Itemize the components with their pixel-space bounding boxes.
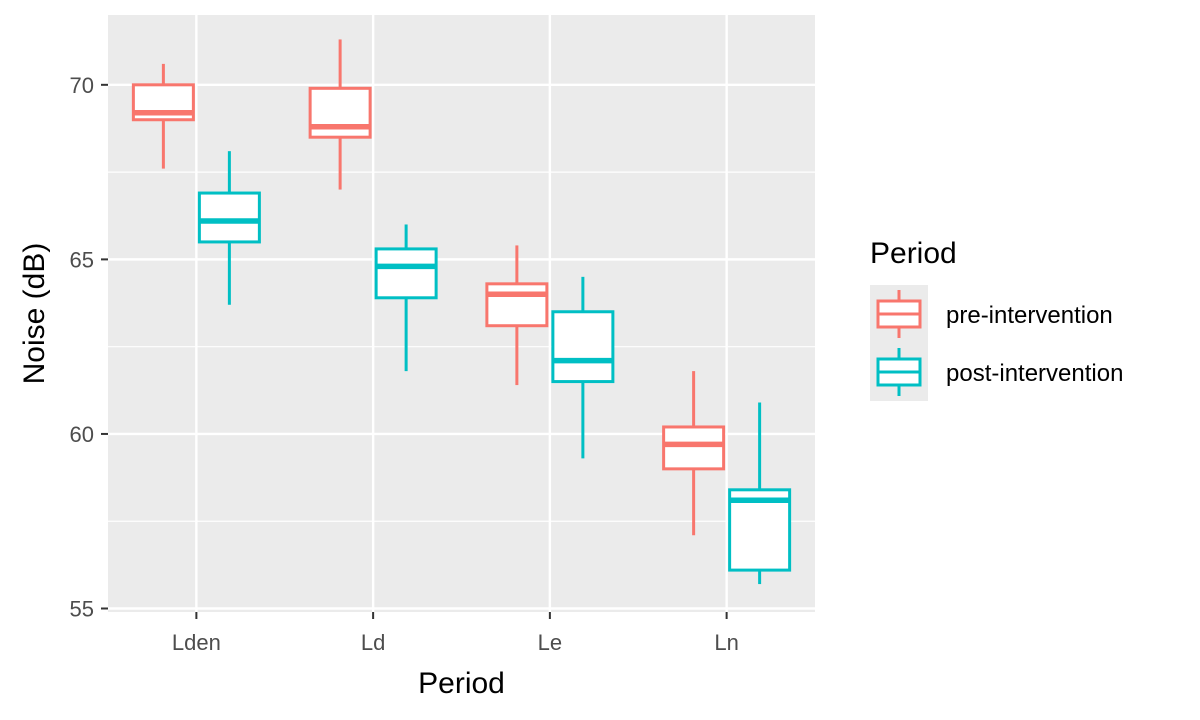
y-tick-label: 65 — [70, 247, 94, 272]
major-gridlines — [108, 15, 815, 612]
y-axis-title: Noise (dB) — [18, 243, 51, 385]
box-Le-pre-intervention — [485, 245, 549, 386]
x-tick-label: Lden — [172, 630, 221, 655]
box-Ld-pre-intervention — [308, 39, 372, 190]
y-tick-label: 60 — [70, 422, 94, 447]
legend: Period pre-intervention post-intervention — [870, 237, 1123, 401]
y-tick-label: 55 — [70, 597, 94, 622]
box-iqr — [308, 86, 372, 139]
legend-label: pre-intervention — [946, 302, 1113, 329]
box-Ln-post-intervention — [728, 402, 792, 585]
box-iqr — [662, 425, 726, 471]
legend-item-pre-intervention: pre-intervention — [876, 290, 1113, 338]
box-iqr — [551, 310, 615, 384]
box-groups — [131, 39, 792, 585]
x-axis-title: Period — [418, 667, 505, 700]
legend-item-post-intervention: post-intervention — [876, 348, 1123, 396]
box-Le-post-intervention — [551, 276, 615, 459]
x-axis: Lden Ld Le Ln — [172, 612, 739, 655]
box-iqr — [728, 488, 792, 572]
box-Ln-pre-intervention — [662, 371, 726, 536]
box-iqr — [197, 191, 261, 244]
box-Lden-pre-intervention — [131, 63, 195, 169]
legend-label: post-intervention — [946, 360, 1123, 387]
x-tick-label: Ld — [361, 630, 385, 655]
y-axis: 55 60 65 70 — [70, 73, 108, 622]
minor-gridlines — [108, 171, 815, 522]
legend-items: pre-intervention post-intervention — [876, 290, 1123, 396]
x-tick-label: Ln — [714, 630, 738, 655]
box-Lden-post-intervention — [197, 151, 261, 305]
y-tick-label: 70 — [70, 73, 94, 98]
legend-title: Period — [870, 237, 957, 270]
box-iqr — [374, 247, 438, 300]
plot-panel — [108, 15, 815, 612]
box-Ld-post-intervention — [374, 224, 438, 372]
x-tick-label: Le — [538, 630, 562, 655]
box-iqr — [485, 282, 549, 328]
